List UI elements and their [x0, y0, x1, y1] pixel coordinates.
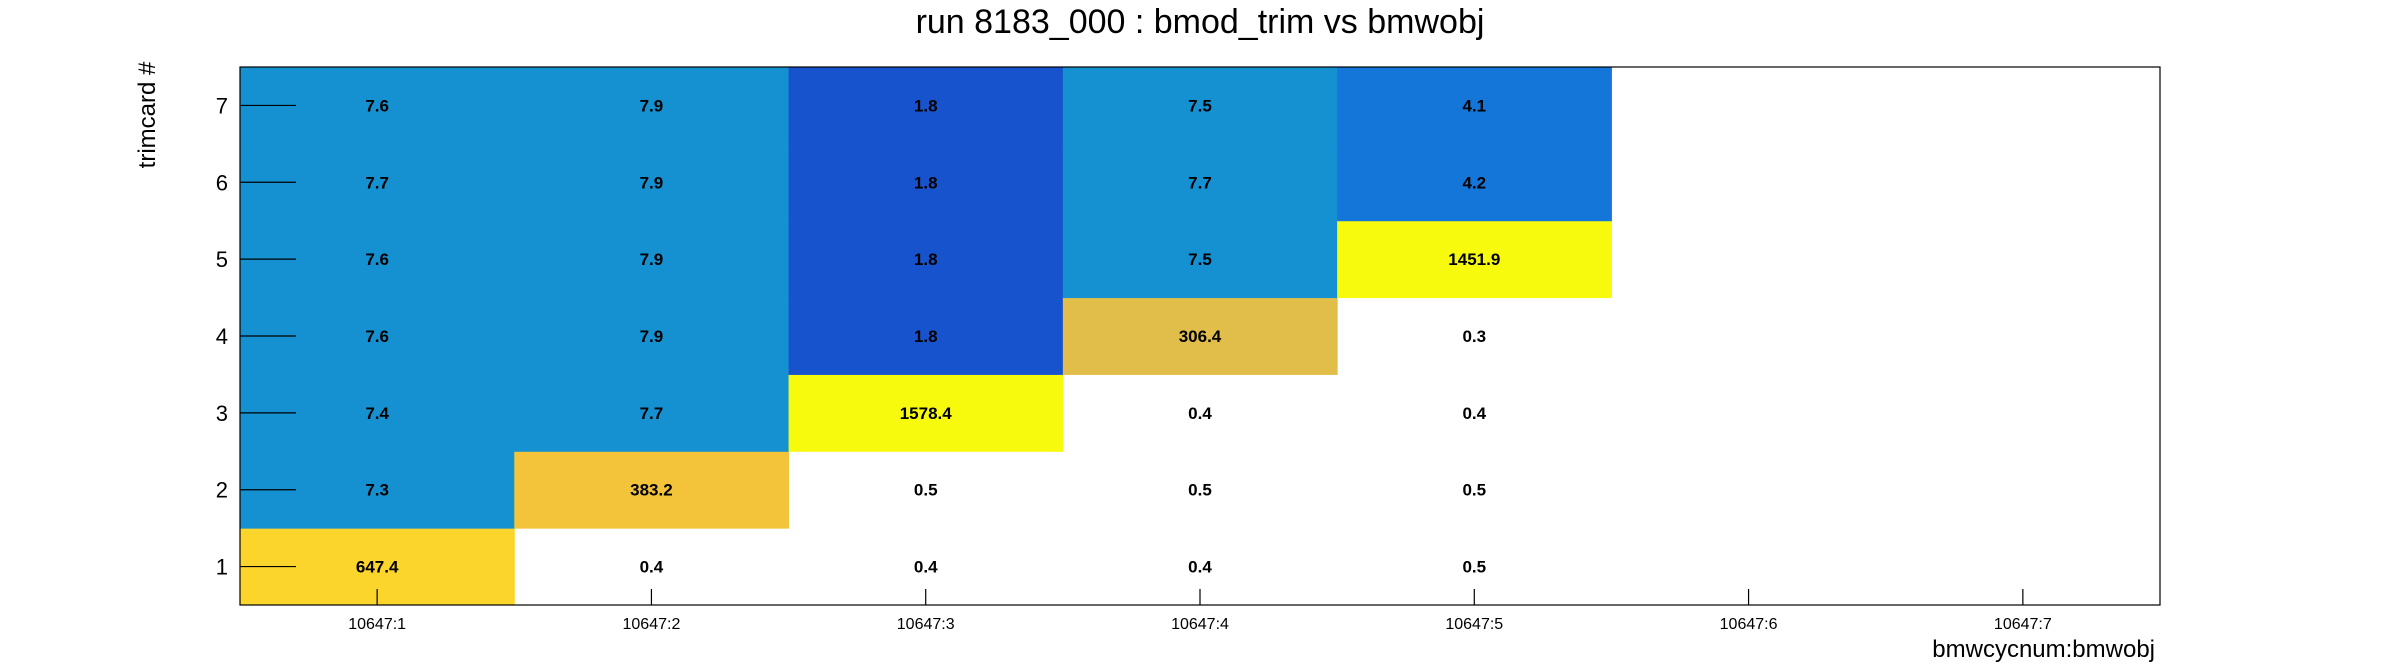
x-tick-label: 10647:3	[897, 616, 955, 633]
cell-value-label: 7.9	[640, 327, 664, 346]
heatmap-cell	[788, 67, 1064, 145]
cell-value-label: 7.7	[1188, 173, 1212, 192]
cell-value-label: 1.8	[914, 173, 938, 192]
heatmap-cell	[514, 374, 790, 452]
heatmap-cell	[514, 143, 790, 222]
y-tick-label: 2	[216, 478, 228, 503]
heatmap-cell	[1337, 67, 1612, 145]
y-tick-label: 4	[216, 324, 228, 349]
axes-layer: 1 2 3 4 5 6 7 10647:1 10647:2 10647:3 10647:4 10647…	[216, 66, 2161, 633]
heatmap-cell	[788, 143, 1064, 222]
cell-value-label: 0.5	[1462, 481, 1486, 500]
cell-value-label: 7.5	[1188, 250, 1212, 269]
cell-value-label: 7.7	[640, 404, 664, 423]
y-tick-label: 5	[216, 247, 228, 272]
cell-value-label: 306.4	[1179, 327, 1222, 346]
heatmap-cell	[788, 220, 1064, 299]
cell-value-label: 0.5	[1188, 481, 1212, 500]
cell-value-label: 0.4	[1188, 404, 1212, 423]
cell-value-label: 0.4	[640, 558, 664, 577]
cell-value-label: 7.7	[365, 173, 389, 192]
cell-value-label: 7.9	[640, 96, 664, 115]
cell-labels-layer: 647.4 7.3 7.4 7.6 7.6 7.7 7.6 0.4 383.2 7.7 7.9 7.9…	[356, 96, 1500, 576]
cell-value-label: 4.2	[1462, 173, 1486, 192]
heatmap-cell	[514, 451, 790, 529]
cell-value-label: 0.5	[1462, 558, 1486, 577]
cell-value-label: 1.8	[914, 96, 938, 115]
heatmap-cell	[1062, 67, 1338, 145]
cell-value-label: 0.5	[914, 481, 938, 500]
cell-value-label: 4.1	[1462, 96, 1486, 115]
cell-value-label: 1578.4	[900, 404, 953, 423]
cell-value-label: 1451.9	[1448, 250, 1500, 269]
y-tick-label: 7	[216, 93, 228, 118]
y-tick-label: 1	[216, 555, 228, 580]
x-tick-label: 10647:4	[1171, 616, 1229, 633]
cell-value-label: 0.4	[1462, 404, 1486, 423]
cell-value-label: 7.6	[365, 250, 389, 269]
cell-value-label: 7.6	[365, 327, 389, 346]
y-axis-label: trimcard #	[134, 61, 161, 168]
x-tick-label: 10647:5	[1445, 616, 1503, 633]
heatmap-cell	[1337, 143, 1612, 222]
cell-value-label: 7.5	[1188, 96, 1212, 115]
cell-value-label: 7.6	[365, 96, 389, 115]
y-tick-label: 6	[216, 170, 228, 195]
x-axis-label: bmwcycnum:bmwobj	[1932, 636, 2155, 663]
cell-value-label: 647.4	[356, 558, 399, 577]
heatmap-cell	[514, 67, 790, 145]
heatmap-cell	[514, 220, 790, 299]
heatmap-cell	[1062, 143, 1338, 222]
cell-value-label: 7.4	[365, 404, 389, 423]
cell-value-label: 383.2	[630, 481, 673, 500]
heatmap-cell	[514, 297, 790, 375]
cell-value-label: 7.9	[640, 250, 664, 269]
y-tick-label: 3	[216, 401, 228, 426]
cell-value-label: 7.9	[640, 173, 664, 192]
cell-value-label: 7.3	[365, 481, 389, 500]
heatmap-cell	[1337, 220, 1612, 299]
cell-value-label: 0.4	[1188, 558, 1212, 577]
cell-value-label: 1.8	[914, 327, 938, 346]
heatmap-cell	[788, 374, 1064, 452]
cell-value-label: 0.3	[1462, 327, 1486, 346]
chart-title: run 8183_000 : bmod_trim vs bmwobj	[916, 3, 1485, 41]
x-tick-label: 10647:1	[348, 616, 406, 633]
heatmap-cell	[1062, 220, 1338, 299]
x-tick-label: 10647:6	[1720, 616, 1778, 633]
cell-value-label: 0.4	[914, 558, 938, 577]
x-tick-label: 10647:7	[1994, 616, 2052, 633]
x-tick-label: 10647:2	[623, 616, 681, 633]
heatmap-cell	[1062, 297, 1338, 375]
cell-value-label: 1.8	[914, 250, 938, 269]
heatmap-cell	[788, 297, 1064, 375]
